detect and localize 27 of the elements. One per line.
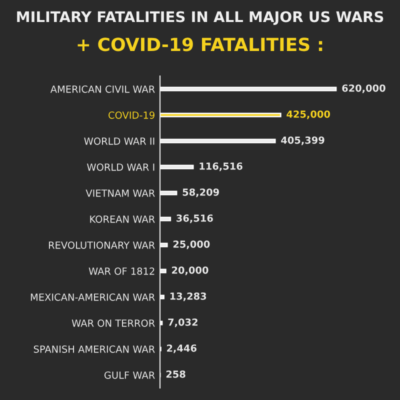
- data-label: 425,000: [286, 110, 330, 120]
- data-label: 7,032: [168, 318, 198, 328]
- y-tick-label: COVID-19: [108, 111, 154, 119]
- y-tick-label: MEXICAN-AMERICAN WAR: [30, 293, 155, 301]
- bar: [160, 112, 282, 118]
- y-tick-label: SPANISH AMERICAN WAR: [34, 345, 155, 353]
- data-label: 25,000: [173, 240, 210, 250]
- data-label: 13,283: [170, 292, 206, 302]
- y-tick-label: WORLD WAR II: [84, 137, 154, 145]
- chart-title: MILITARY FATALITIES IN ALL MAJOR US WARS: [17, 11, 384, 25]
- y-tick-label: GULF WAR: [104, 371, 155, 379]
- data-label: 116,516: [200, 162, 242, 172]
- data-label: 58,209: [182, 188, 219, 198]
- y-tick-label: WAR OF 1812: [88, 267, 154, 275]
- y-tick-label: KOREAN WAR: [90, 215, 155, 223]
- data-label: 2,446: [167, 344, 196, 354]
- data-label: 258: [166, 370, 186, 378]
- data-label: 405,399: [281, 136, 324, 146]
- y-tick-label: VIETNAM WAR: [86, 190, 155, 197]
- y-tick-label: REVOLUTIONARY WAR: [48, 241, 155, 249]
- data-label: 20,000: [172, 266, 208, 276]
- data-label: 36,516: [176, 214, 213, 224]
- chart-subtitle: + COVID-19 FATALITIES :: [78, 38, 322, 52]
- data-label: 620,000: [342, 84, 386, 94]
- y-tick-label: WAR ON TERROR: [72, 319, 155, 327]
- y-tick-label: AMERICAN CIVIL WAR: [50, 85, 155, 93]
- y-tick-label: WORLD WAR I: [87, 163, 154, 171]
